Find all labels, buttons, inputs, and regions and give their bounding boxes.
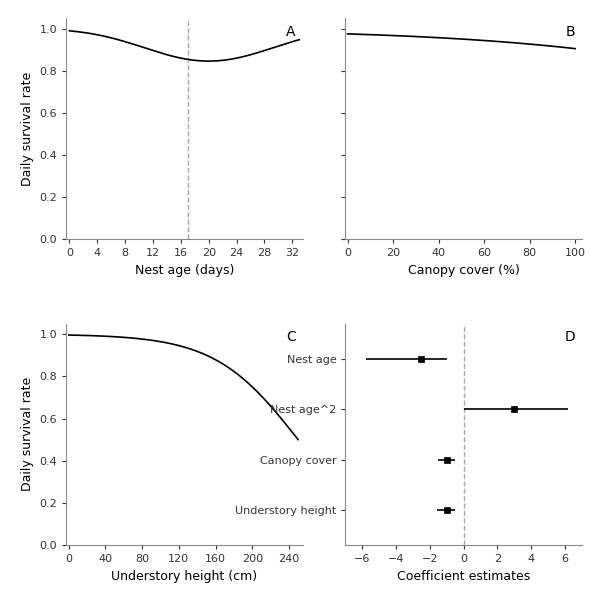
Y-axis label: Daily survival rate: Daily survival rate xyxy=(20,72,34,186)
X-axis label: Coefficient estimates: Coefficient estimates xyxy=(397,570,530,583)
Text: D: D xyxy=(564,330,575,344)
X-axis label: Understory height (cm): Understory height (cm) xyxy=(111,570,257,583)
Text: B: B xyxy=(565,25,575,38)
Y-axis label: Daily survival rate: Daily survival rate xyxy=(20,377,34,491)
X-axis label: Nest age (days): Nest age (days) xyxy=(134,264,234,277)
X-axis label: Canopy cover (%): Canopy cover (%) xyxy=(408,264,520,277)
Text: C: C xyxy=(286,330,296,344)
Text: A: A xyxy=(286,25,296,38)
